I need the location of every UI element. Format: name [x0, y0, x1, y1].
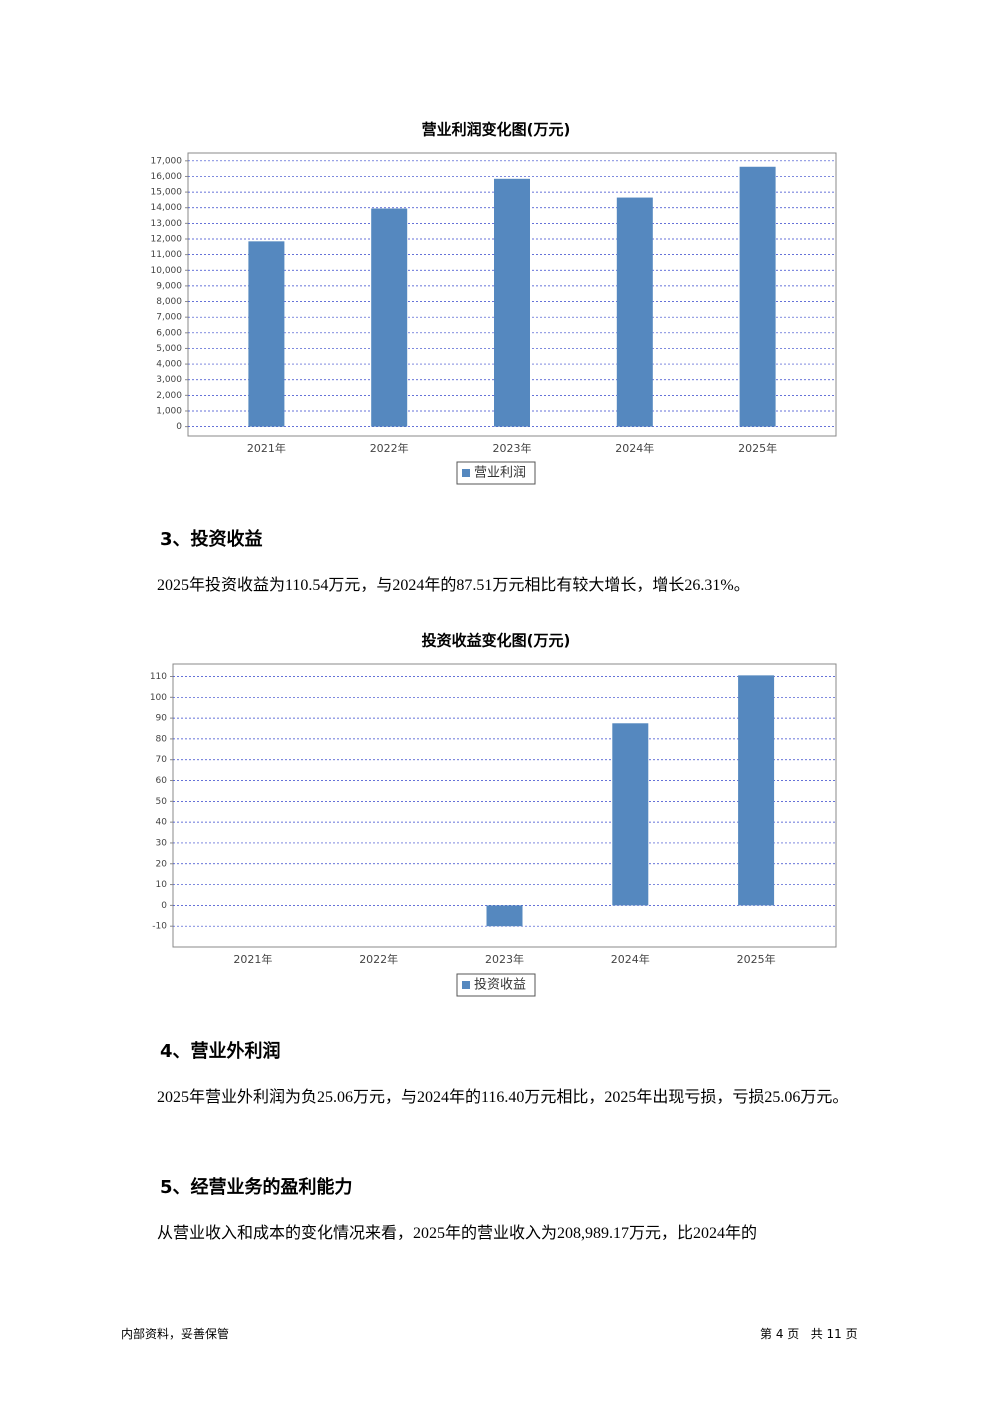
y-tick-label: 5,000: [156, 344, 182, 354]
y-tick-label: 15,000: [151, 188, 183, 198]
bar: [248, 241, 285, 427]
y-tick-label: 80: [156, 734, 168, 744]
y-tick-label: 60: [156, 776, 168, 786]
y-tick-label: 3,000: [156, 375, 182, 385]
y-tick-label: 7,000: [156, 313, 182, 323]
y-tick-label: 40: [156, 818, 168, 828]
chart-title: 投资收益变化图(万元): [422, 632, 571, 650]
y-tick-label: 1,000: [156, 406, 182, 416]
bar: [616, 197, 653, 427]
legend-label: 投资收益: [474, 977, 526, 993]
bar: [494, 178, 530, 427]
section-heading: 5、经营业务的盈利能力: [160, 1177, 353, 1198]
x-tick-label: 2025年: [737, 952, 776, 966]
y-tick-label: 14,000: [151, 203, 183, 213]
legend-box: [456, 461, 536, 485]
x-tick-label: 2024年: [611, 952, 650, 966]
legend-swatch: [462, 469, 470, 477]
bar: [486, 905, 523, 927]
y-tick-label: 17,000: [151, 156, 183, 166]
paragraph: 从营业收入和成本的变化情况来看，2025年的营业收入为208,989.17万元，…: [157, 1225, 758, 1242]
paragraph: 2025年投资收益为110.54万元，与2024年的87.51万元相比有较大增长…: [157, 577, 750, 594]
y-tick-label: 0: [161, 901, 167, 911]
plot-area: [172, 663, 837, 948]
x-tick-label: 2025年: [738, 441, 777, 455]
y-tick-label: 100: [150, 693, 167, 703]
section-heading: 4、营业外利润: [160, 1041, 281, 1062]
y-tick-label: 50: [156, 797, 168, 807]
bar: [612, 723, 649, 906]
x-tick-label: 2024年: [615, 441, 654, 455]
footer-right: 第 4 页 共 11 页: [760, 1327, 858, 1341]
y-tick-label: 9,000: [156, 281, 182, 291]
y-tick-label: 2,000: [156, 391, 182, 401]
legend-label: 营业利润: [474, 466, 526, 481]
x-tick-label: 2023年: [493, 441, 532, 455]
y-tick-label: 13,000: [151, 219, 183, 229]
bar: [738, 675, 775, 906]
y-tick-label: 10,000: [151, 266, 183, 276]
y-tick-label: -10: [152, 922, 167, 932]
y-tick-label: 90: [156, 714, 168, 724]
y-tick-label: 12,000: [151, 234, 183, 244]
bar: [739, 166, 776, 427]
y-tick-label: 20: [156, 859, 168, 869]
legend-swatch: [462, 981, 470, 989]
y-tick-label: 11,000: [151, 250, 183, 260]
y-tick-label: 6,000: [156, 328, 182, 338]
y-tick-label: 8,000: [156, 297, 182, 307]
bar: [371, 208, 408, 427]
y-tick-label: 110: [150, 672, 167, 682]
footer-left: 内部资料，妥善保管: [121, 1327, 230, 1341]
x-tick-label: 2023年: [485, 952, 524, 966]
y-tick-label: 0: [176, 422, 182, 432]
paragraph: 2025年营业外利润为负25.06万元，与2024年的116.40万元相比，20…: [157, 1089, 849, 1106]
y-tick-label: 10: [156, 880, 168, 890]
y-tick-label: 4,000: [156, 360, 182, 370]
x-tick-label: 2022年: [359, 952, 398, 966]
x-tick-label: 2021年: [247, 441, 286, 455]
legend-box: [456, 973, 536, 997]
section-heading: 3、投资收益: [160, 529, 263, 550]
y-tick-label: 30: [156, 838, 168, 848]
x-tick-label: 2022年: [370, 441, 409, 455]
x-tick-label: 2021年: [233, 952, 272, 966]
y-tick-label: 16,000: [151, 172, 183, 182]
y-tick-label: 70: [156, 755, 168, 765]
chart-title: 营业利润变化图(万元): [422, 121, 571, 139]
